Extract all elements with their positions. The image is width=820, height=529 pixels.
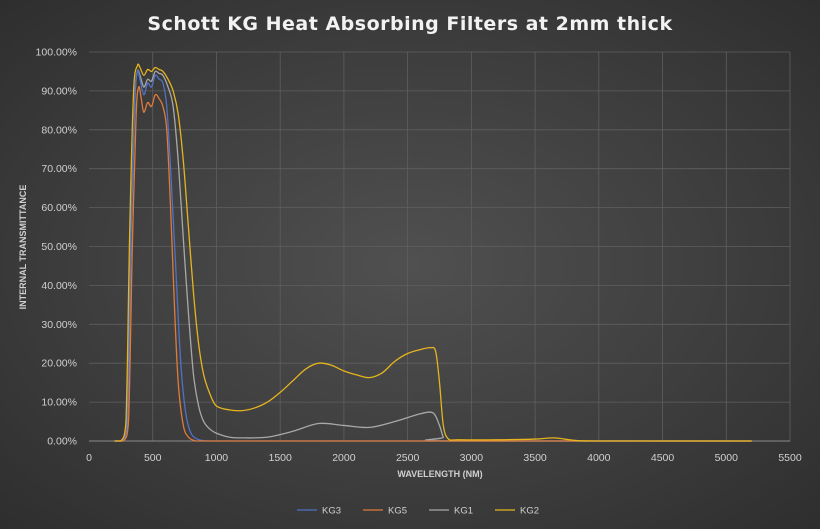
y-tick-label: 0.00% xyxy=(47,436,77,448)
x-tick-label: 4500 xyxy=(651,452,675,464)
x-tick-label: 5500 xyxy=(778,452,802,464)
series-line-kg2 xyxy=(114,63,752,442)
y-tick-label: 40.00% xyxy=(41,280,77,292)
x-tick-label: 500 xyxy=(144,452,162,464)
series-line-kg5 xyxy=(114,85,752,442)
x-tick-label: 1000 xyxy=(205,452,229,464)
grid xyxy=(89,51,791,441)
x-tick-label: 3000 xyxy=(460,452,484,464)
x-tick-label: 3500 xyxy=(523,452,547,464)
x-tick-label: 2500 xyxy=(396,452,420,464)
x-tick-label: 4000 xyxy=(587,452,611,464)
legend-label-kg1: KG1 xyxy=(454,506,473,517)
chart-title: Schott KG Heat Absorbing Filters at 2mm … xyxy=(147,13,672,35)
legend-label-kg5: KG5 xyxy=(388,506,407,517)
axes: 0.00% 10.00% 20.00% 30.00% 40.00% 50.00% 60.00… xyxy=(36,47,802,465)
y-tick-label: 80.00% xyxy=(41,124,77,136)
x-tick-label: 5000 xyxy=(715,452,739,464)
x-tick-label: 2000 xyxy=(332,452,356,464)
y-axis-title: INTERNAL TRANSMITTANCE xyxy=(18,185,28,310)
y-tick-label: 100.00% xyxy=(36,47,77,59)
x-tick-label: 1500 xyxy=(269,452,293,464)
legend: KG3 KG5 KG1 KG2 xyxy=(297,506,539,517)
series-line-kg3 xyxy=(114,70,752,442)
y-tick-label: 60.00% xyxy=(41,202,77,214)
legend-label-kg3: KG3 xyxy=(322,506,341,517)
x-axis-title: WAVELENGTH (NM) xyxy=(397,469,482,479)
y-tick-label: 50.00% xyxy=(41,241,77,253)
y-tick-label: 90.00% xyxy=(41,85,77,97)
y-tick-label: 10.00% xyxy=(41,397,77,409)
x-tick-label: 0 xyxy=(86,452,92,464)
y-tick-label: 70.00% xyxy=(41,163,77,175)
series-lines xyxy=(114,63,752,442)
y-tick-label: 20.00% xyxy=(41,358,77,370)
series-line-kg1 xyxy=(114,69,752,442)
legend-label-kg2: KG2 xyxy=(520,506,539,517)
y-tick-label: 30.00% xyxy=(41,319,77,331)
